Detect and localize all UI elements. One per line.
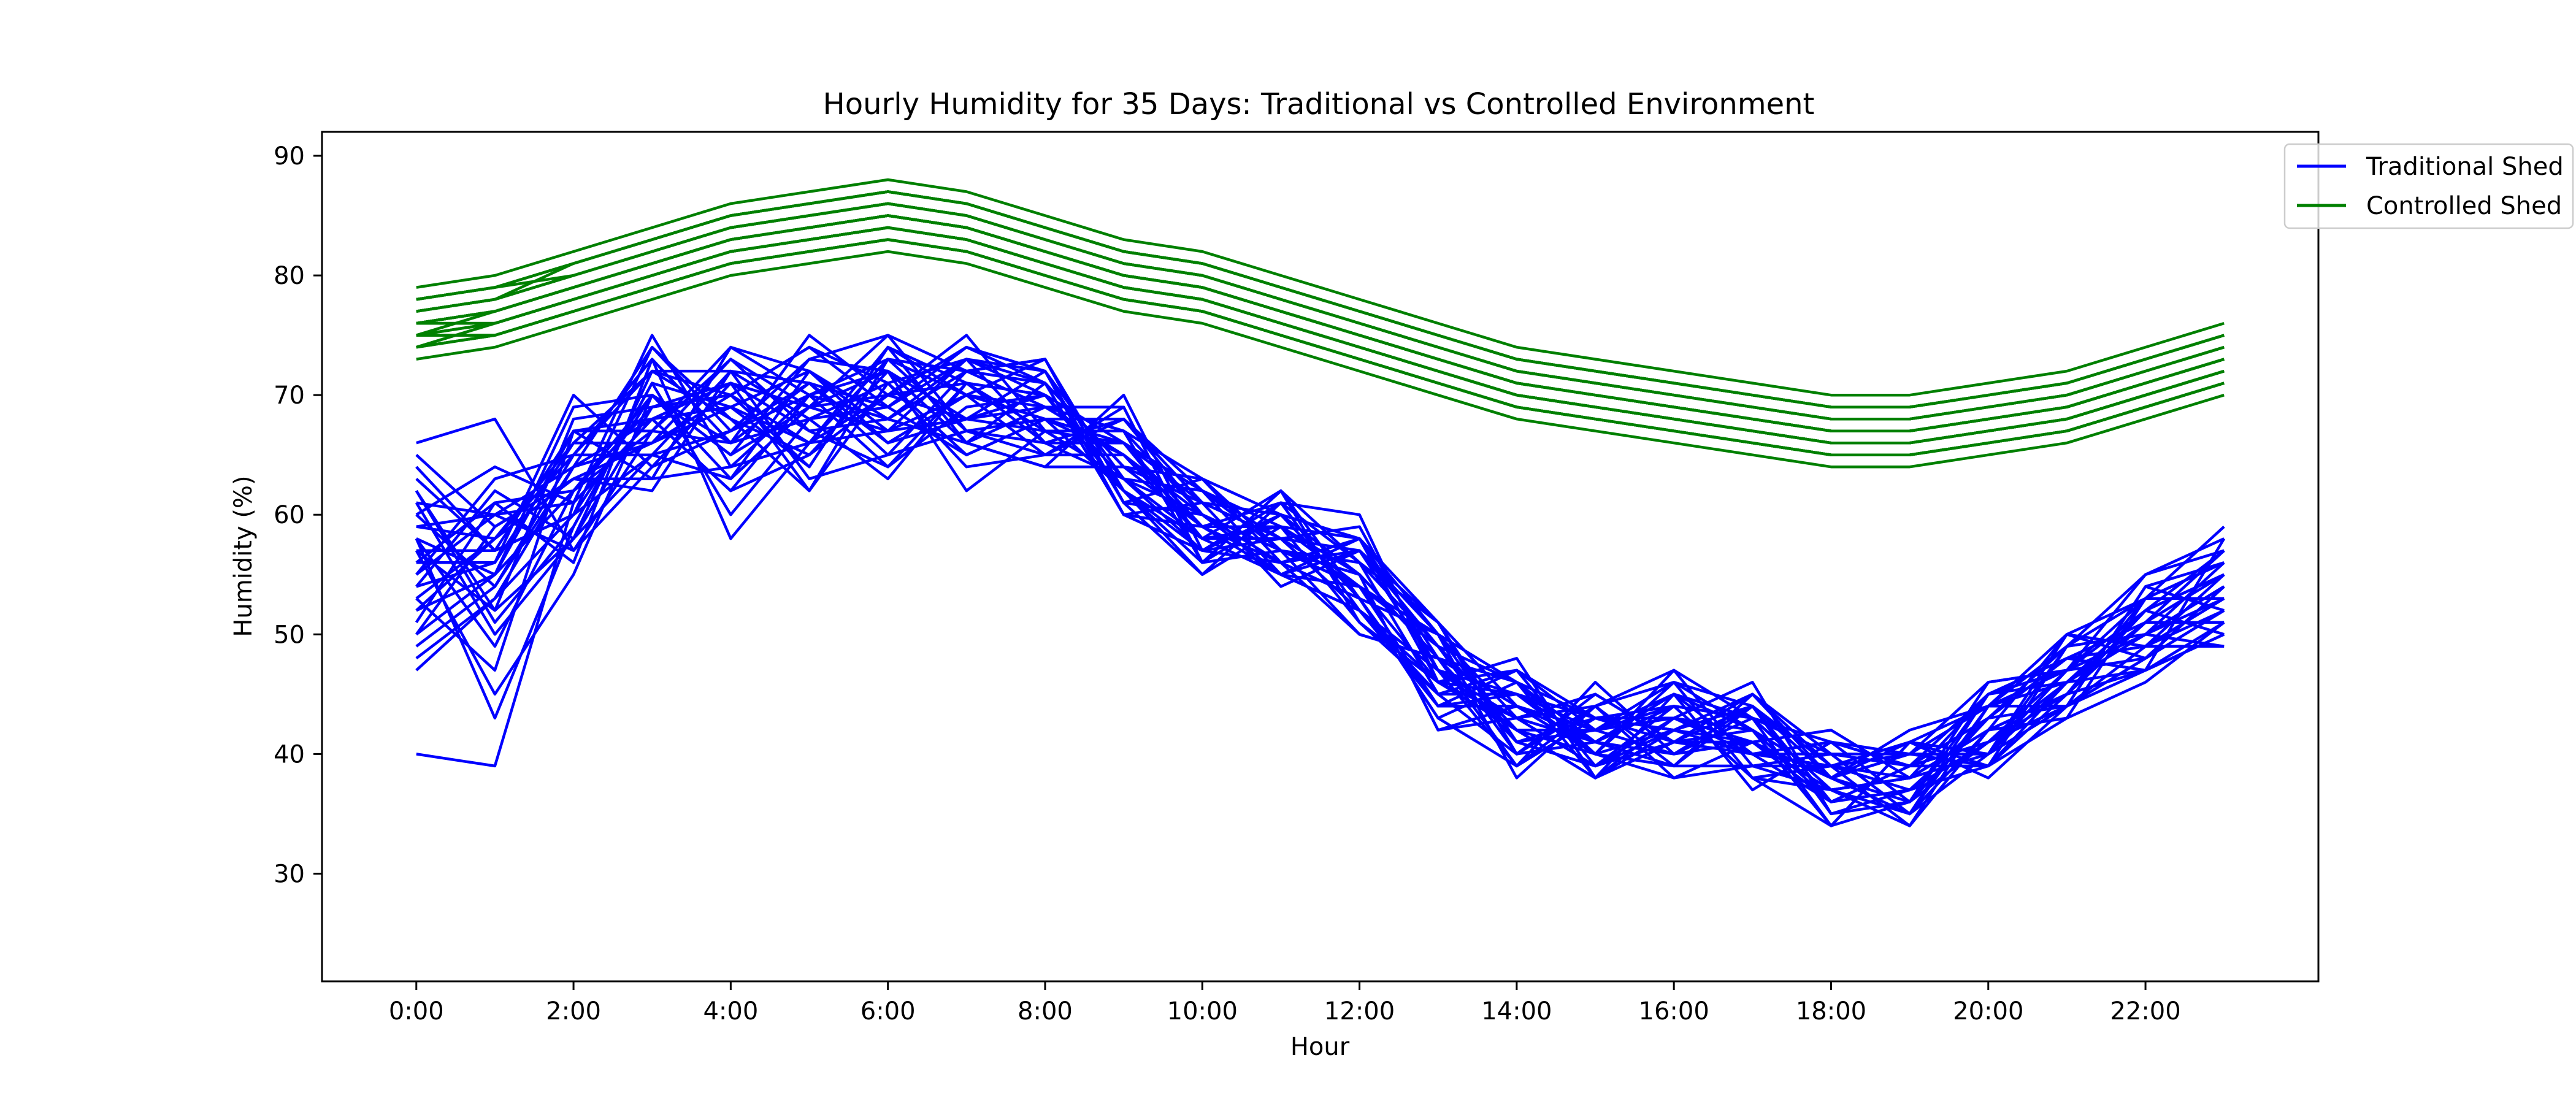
x-tick-label: 22:00	[2110, 997, 2180, 1025]
plot-frame	[321, 131, 2320, 983]
traditional-shed-line-day-26	[416, 345, 2225, 780]
traditional-shed-line-day-9	[415, 358, 2225, 827]
traditional-shed-line-day-24	[415, 345, 2225, 792]
x-axis-label: Hour	[1290, 1033, 1350, 1061]
controlled-shed-line-day-32	[416, 238, 2225, 456]
y-tick-label: 60	[274, 501, 305, 529]
x-tick-label: 12:00	[1324, 997, 1395, 1025]
x-tick-label: 0:00	[389, 997, 444, 1025]
x-tick-label: 8:00	[1018, 997, 1073, 1025]
x-tick-label: 10:00	[1167, 997, 1238, 1025]
x-tick-label: 6:00	[861, 997, 916, 1025]
x-tick-label: 4:00	[703, 997, 758, 1025]
controlled-shed-line-day-34	[416, 190, 2225, 408]
legend-frame	[2283, 143, 2574, 229]
controlled-shed-line-day-7	[416, 178, 2225, 397]
x-tick-label: 18:00	[1796, 997, 1866, 1025]
y-axis: 30 40 50 60 70 80 90	[274, 142, 322, 888]
traditional-shed-line-day-25	[415, 369, 2225, 816]
controlled-shed-line-day-31	[416, 202, 2225, 421]
x-tick-label: 20:00	[1953, 997, 2023, 1025]
y-tick-label: 50	[274, 621, 305, 649]
traditional-shed-line-day-34	[415, 381, 2225, 780]
series-layer	[415, 178, 2226, 827]
y-tick-label: 80	[274, 262, 305, 290]
x-tick-label: 16:00	[1639, 997, 1709, 1025]
y-tick-label: 30	[274, 860, 305, 888]
traditional-shed-line-day-16	[416, 358, 2225, 827]
x-tick-label: 2:00	[546, 997, 601, 1025]
y-tick-label: 70	[274, 381, 305, 410]
y-axis-label: Humidity (%)	[229, 475, 258, 637]
controlled-shed-line-day-33	[416, 214, 2225, 432]
controlled-shed-line-day-35	[416, 226, 2225, 445]
traditional-shed-line-day-27	[415, 369, 2225, 803]
legend-label-traditional: Traditional Shed	[2366, 153, 2564, 181]
x-tick-label: 14:00	[1481, 997, 1552, 1025]
y-tick-label: 40	[274, 740, 305, 769]
y-tick-label: 90	[274, 142, 305, 171]
legend: Traditional Shed Controlled Shed	[2283, 143, 2574, 229]
legend-label-controlled: Controlled Shed	[2366, 192, 2562, 220]
controlled-shed-line-day-6	[416, 250, 2225, 469]
chart-title: Hourly Humidity for 35 Days: Traditional…	[823, 87, 1815, 121]
x-axis: 0:00 2:00 4:00 6:00 8:00 10:00 12:00 14:00 16:00…	[389, 981, 2181, 1025]
traditional-shed-line-day-35	[416, 369, 2225, 792]
traditional-shed-line-day-33	[416, 369, 2225, 803]
